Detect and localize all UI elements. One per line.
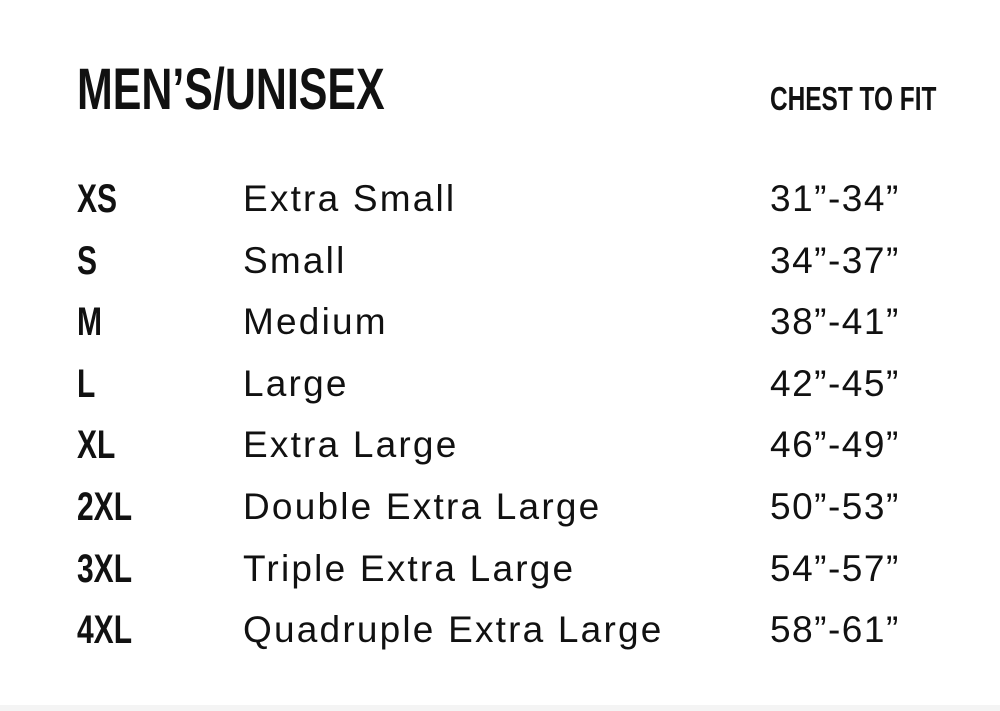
page-title: MEN’S/UNISEX: [77, 57, 385, 122]
chest-range: 34”-37”: [770, 239, 900, 281]
size-code: XS: [77, 177, 118, 221]
size-name: Large: [243, 362, 349, 404]
column-header-chest: CHEST TO FIT: [770, 80, 937, 117]
table-row: M Medium 38”-41”: [0, 300, 1000, 350]
chest-range: 31”-34”: [770, 178, 900, 219]
chest-range: 42”-45”: [770, 362, 900, 404]
table-row: S Small 34”-37”: [0, 239, 1000, 289]
size-code: M: [77, 300, 102, 345]
size-code: XL: [77, 423, 116, 468]
table-row: L Large 42”-45”: [0, 362, 1000, 412]
size-name: Double Extra Large: [243, 486, 602, 527]
size-name: Extra Large: [243, 424, 459, 466]
chest-range: 50”-53”: [770, 486, 900, 527]
size-name: Small: [243, 239, 347, 281]
table-row: 3XL Triple Extra Large 54”-57”: [0, 547, 1000, 597]
chest-range: 46”-49”: [770, 424, 900, 466]
size-name: Medium: [243, 301, 388, 343]
size-name: Extra Small: [243, 178, 457, 219]
bottom-divider: [0, 705, 1000, 711]
size-code: 3XL: [77, 546, 133, 591]
size-code: S: [77, 238, 98, 283]
table-row: XL Extra Large 46”-49”: [0, 423, 1000, 473]
table-row: XS Extra Small 31”-34”: [0, 177, 1000, 227]
chest-range: 58”-61”: [770, 609, 900, 651]
chest-range: 38”-41”: [770, 301, 900, 343]
size-name: Quadruple Extra Large: [243, 609, 664, 651]
table-row: 2XL Double Extra Large 50”-53”: [0, 485, 1000, 535]
size-code: 4XL: [77, 608, 133, 653]
chest-range: 54”-57”: [770, 547, 900, 589]
size-name: Triple Extra Large: [243, 547, 576, 589]
size-code: 2XL: [77, 485, 133, 529]
size-code: L: [77, 361, 96, 406]
table-row: 4XL Quadruple Extra Large 58”-61”: [0, 608, 1000, 658]
